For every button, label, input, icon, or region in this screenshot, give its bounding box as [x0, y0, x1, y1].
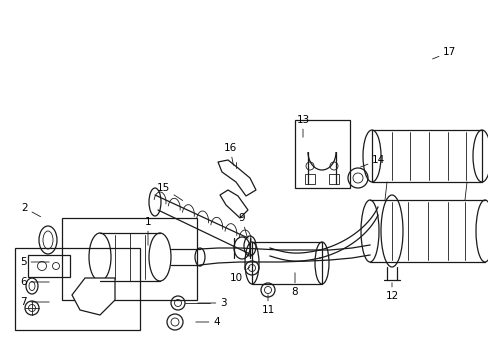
- Polygon shape: [72, 278, 115, 315]
- Bar: [328, 174, 338, 184]
- Bar: [15, 248, 140, 330]
- Bar: [371, 130, 481, 182]
- Text: 11: 11: [261, 295, 274, 315]
- Text: 14: 14: [360, 155, 385, 167]
- Bar: [28, 255, 70, 277]
- Text: 1: 1: [144, 217, 151, 245]
- Polygon shape: [218, 160, 256, 196]
- Text: 3: 3: [197, 298, 226, 308]
- Text: 17: 17: [432, 47, 455, 59]
- Text: 4: 4: [195, 317, 219, 327]
- Text: 12: 12: [385, 283, 398, 301]
- Text: 8: 8: [291, 273, 298, 297]
- Text: 2: 2: [21, 203, 41, 217]
- Text: 13: 13: [296, 115, 309, 137]
- Text: 15: 15: [157, 183, 183, 201]
- Text: 16: 16: [223, 143, 236, 165]
- Text: 5: 5: [20, 257, 49, 267]
- Text: 9: 9: [238, 213, 247, 237]
- Bar: [62, 218, 197, 300]
- Bar: [294, 120, 349, 188]
- Polygon shape: [220, 190, 247, 218]
- Bar: [305, 174, 314, 184]
- Bar: [251, 242, 321, 284]
- Text: 7: 7: [20, 297, 49, 307]
- Text: 6: 6: [20, 277, 49, 287]
- Text: 10: 10: [229, 267, 249, 283]
